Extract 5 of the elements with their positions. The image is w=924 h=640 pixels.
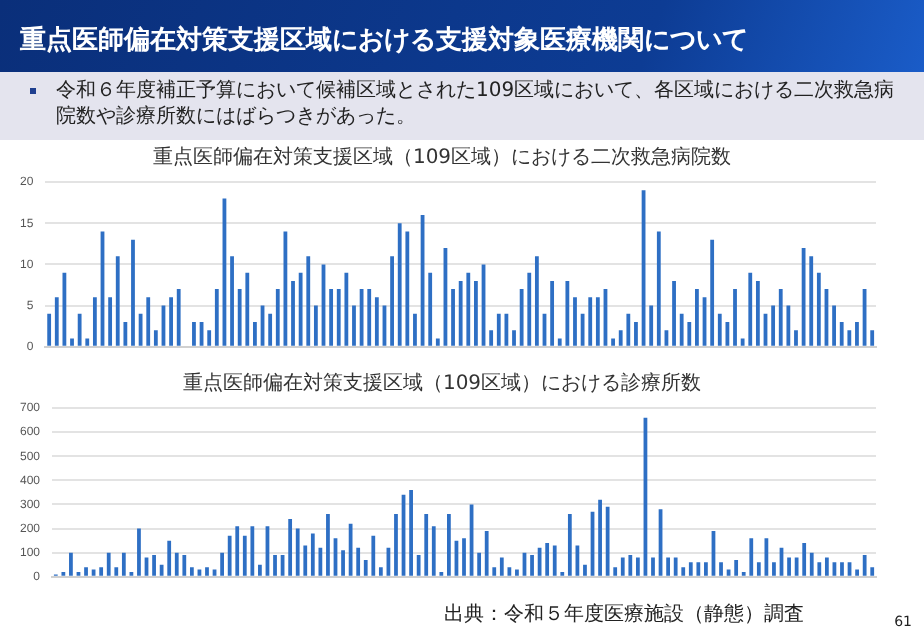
chart-title: 重点医師偏在対策支援区域（109区域）における二次救急病院数: [152, 145, 732, 170]
text: 令和６年度補正予算において候補区域とされた109区域において、各区域における二次救急病院数や診療所数にはばらつきがあった。: [56, 78, 897, 130]
chart-title: 重点医師偏在対策支援区域（109区域）における診療所数: [182, 371, 702, 396]
source-note: 出典：令和５年度医療施設（静態）調査: [444, 601, 804, 628]
text: 重点医師偏在対策支援区域における支援対象医療機関について: [20, 23, 748, 58]
